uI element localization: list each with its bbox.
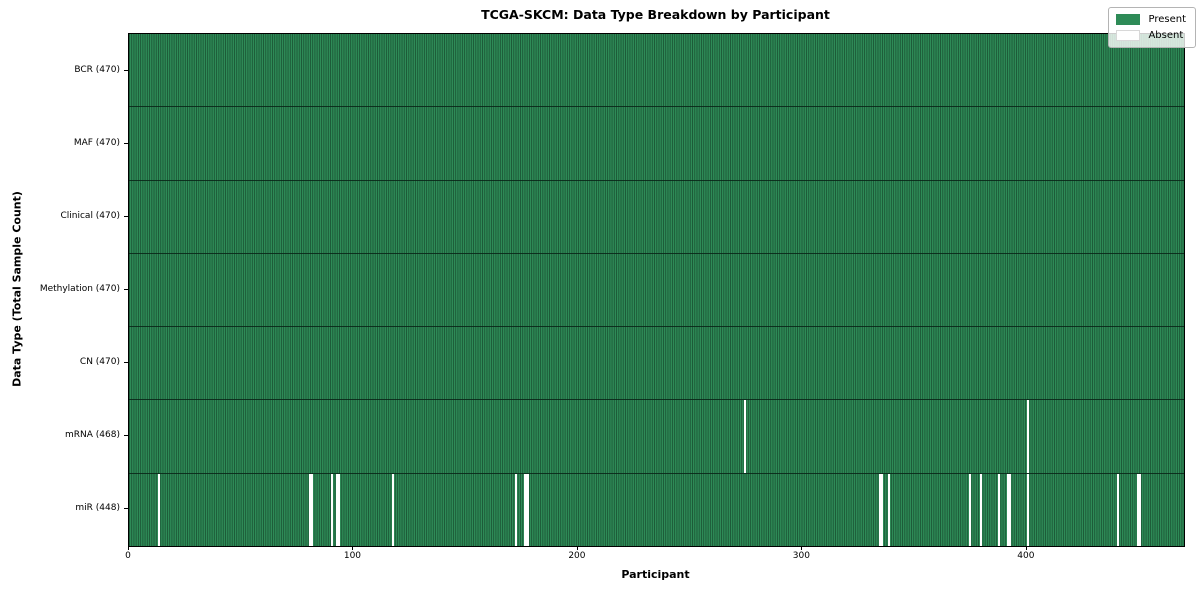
heatmap-row-miR <box>129 472 1184 546</box>
legend-label-present: Present <box>1148 14 1186 25</box>
y-tick-label-Clinical: Clinical (470) <box>60 210 120 221</box>
y-tick <box>124 508 128 510</box>
absent-mark <box>1026 473 1030 546</box>
y-tick <box>124 69 128 71</box>
x-axis-label: Participant <box>621 568 690 581</box>
absent-mark <box>337 473 340 546</box>
absent-mark <box>391 473 394 546</box>
absent-mark <box>979 473 982 546</box>
x-tick <box>801 546 803 550</box>
legend-item-present: Present <box>1116 14 1186 25</box>
absent-mark <box>1116 473 1119 546</box>
chart-title: TCGA-SKCM: Data Type Breakdown by Partic… <box>481 7 830 22</box>
heatmap-row-CN <box>129 326 1184 400</box>
legend: Present Absent <box>1108 7 1196 48</box>
x-tick <box>128 546 129 550</box>
x-tick <box>352 546 354 550</box>
legend-label-absent: Absent <box>1148 30 1184 41</box>
legend-swatch-present <box>1116 14 1141 25</box>
absent-mark <box>515 473 518 546</box>
absent-mark <box>744 400 747 473</box>
absent-mark <box>308 473 311 546</box>
plot-area <box>128 33 1185 547</box>
absent-mark <box>526 473 529 546</box>
absent-mark <box>1008 473 1012 546</box>
absent-mark <box>968 473 971 546</box>
y-tick-label-CN: CN (470) <box>79 357 120 368</box>
legend-swatch-absent <box>1116 30 1141 41</box>
y-tick-label-mRNA: mRNA (468) <box>65 430 120 441</box>
x-tick <box>1025 546 1027 550</box>
y-tick <box>124 142 128 144</box>
absent-mark <box>1006 473 1009 546</box>
y-tick-label-MAF: MAF (470) <box>73 137 120 148</box>
heatmap-row-Clinical <box>129 179 1184 253</box>
absent-mark <box>310 473 314 546</box>
y-tick-label-Methylation: Methylation (470) <box>39 284 120 294</box>
heatmap-row-mRNA <box>129 399 1184 473</box>
x-tick-label: 100 <box>343 551 362 561</box>
y-tick-label-BCR: BCR (470) <box>74 64 120 75</box>
heatmap-row-BCR <box>129 34 1184 107</box>
x-tick-label: 400 <box>1017 551 1035 561</box>
legend-item-absent: Absent <box>1116 30 1186 41</box>
absent-mark <box>1026 400 1030 473</box>
heatmap-row-MAF <box>129 106 1184 180</box>
y-tick <box>124 435 128 437</box>
absent-mark <box>887 473 890 546</box>
absent-mark <box>331 473 334 546</box>
absent-mark <box>878 473 881 546</box>
x-tick-label: 200 <box>568 551 586 561</box>
x-tick-label: 0 <box>125 551 131 561</box>
y-tick-label-miR: miR (448) <box>75 503 120 514</box>
absent-mark <box>880 473 884 546</box>
heatmap-row-Methylation <box>129 252 1184 327</box>
x-tick <box>576 546 578 550</box>
absent-mark <box>335 473 338 546</box>
x-tick-label: 300 <box>792 551 810 561</box>
absent-mark <box>524 473 527 546</box>
absent-mark <box>1136 473 1140 546</box>
y-tick <box>124 289 128 290</box>
absent-mark <box>1139 473 1142 546</box>
y-tick <box>124 215 128 217</box>
absent-mark <box>158 473 161 546</box>
y-tick <box>124 362 128 364</box>
absent-mark <box>997 473 1000 546</box>
